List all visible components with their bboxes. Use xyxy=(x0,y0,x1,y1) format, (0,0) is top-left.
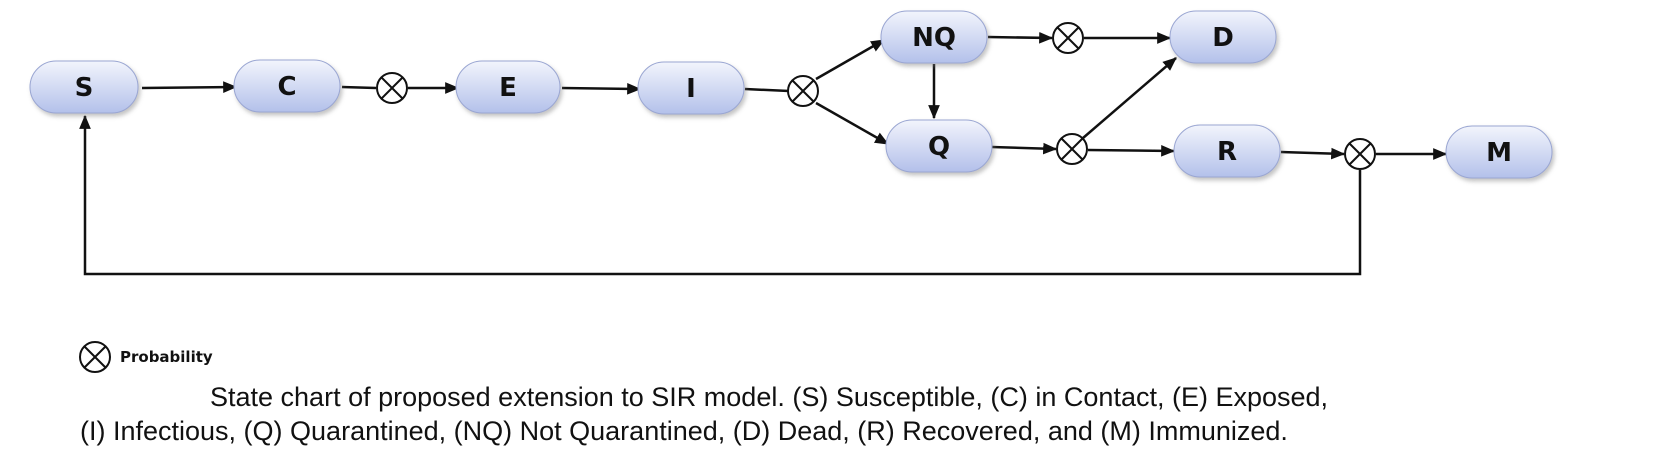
state-node-q: Q xyxy=(885,119,993,173)
edge-c-p1 xyxy=(341,85,377,90)
edge-p4-d xyxy=(1082,57,1177,139)
edge-p4-r xyxy=(1087,145,1176,157)
state-nodes: S C E I NQ Q D R xyxy=(29,10,1553,179)
state-node-r: R xyxy=(1173,124,1281,178)
edge-nq-p3 xyxy=(987,31,1054,44)
edge-p2-nq xyxy=(815,38,886,81)
edge-i-p2 xyxy=(744,87,790,93)
state-node-nq: NQ xyxy=(880,10,988,64)
edge-p5-s-feedback xyxy=(79,114,1362,276)
state-node-m: M xyxy=(1445,125,1553,179)
state-label-d: D xyxy=(1212,23,1234,53)
state-label-nq: NQ xyxy=(912,23,956,53)
probability-node-r-split xyxy=(1344,138,1376,170)
state-label-m: M xyxy=(1486,138,1512,168)
probability-node-q-split xyxy=(1056,133,1088,165)
state-node-s: S xyxy=(29,60,139,114)
state-label-e: E xyxy=(499,73,517,103)
state-node-i: I xyxy=(637,61,745,115)
state-node-e: E xyxy=(455,60,561,114)
state-node-d: D xyxy=(1169,10,1277,64)
probability-nodes xyxy=(376,22,1376,170)
probability-node-nq-d xyxy=(1052,22,1084,54)
state-label-r: R xyxy=(1217,137,1237,167)
state-label-q: Q xyxy=(928,132,950,162)
state-node-c: C xyxy=(233,59,341,113)
legend: Probability xyxy=(78,340,213,374)
circle-x-icon xyxy=(79,341,111,373)
edge-q-p4 xyxy=(991,142,1058,155)
caption-line-1: State chart of proposed extension to SIR… xyxy=(210,382,1329,412)
state-label-s: S xyxy=(75,73,94,103)
legend-label: Probability xyxy=(120,348,213,366)
probability-node-c-e xyxy=(376,72,408,104)
edge-s-c xyxy=(141,81,238,93)
edge-r-p5 xyxy=(1280,147,1346,160)
caption-line-2: (I) Infectious, (Q) Quarantined, (NQ) No… xyxy=(80,416,1288,446)
edge-p2-q xyxy=(815,101,890,146)
state-label-i: I xyxy=(686,74,696,104)
state-label-c: C xyxy=(277,72,296,102)
edges xyxy=(79,31,1448,276)
probability-node-i-split xyxy=(787,75,819,107)
figure-caption: State chart of proposed extension to SIR… xyxy=(80,380,1600,448)
edge-e-i xyxy=(561,83,642,95)
state-chart-diagram: S C E I NQ Q D R xyxy=(29,10,1553,276)
